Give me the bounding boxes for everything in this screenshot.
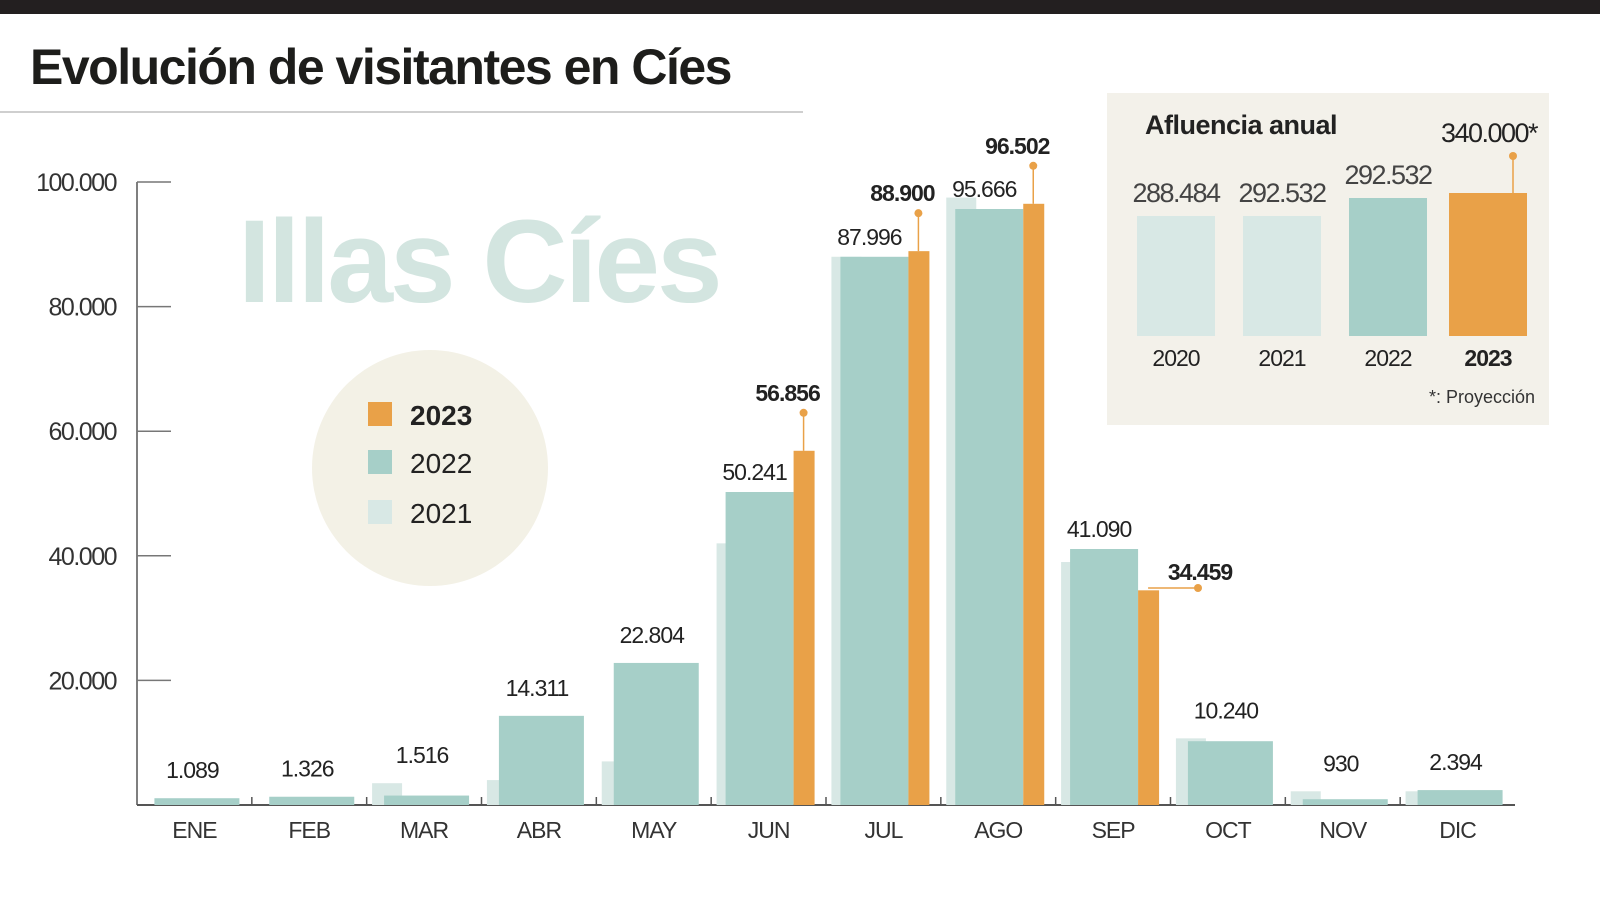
- data-label-2023: 96.502: [985, 133, 1050, 159]
- data-label-2022: 41.090: [1067, 516, 1132, 542]
- legend-swatch-2021: [368, 500, 392, 524]
- data-label-2022: 22.804: [620, 622, 686, 648]
- x-tick-label: ABR: [517, 817, 562, 843]
- data-label-2022: 87.996: [837, 224, 902, 250]
- x-tick-label: MAR: [400, 817, 449, 843]
- data-label-2022: 1.516: [396, 742, 449, 768]
- legend-label-2021: 2021: [410, 498, 472, 529]
- chart-title: Evolución de visitantes en Cíes: [30, 39, 732, 95]
- inset-value-label: 292.532: [1238, 178, 1326, 208]
- data-label-2022: 930: [1323, 750, 1359, 776]
- inset-x-label: 2023: [1464, 345, 1511, 371]
- legend-label-2022: 2022: [410, 448, 472, 479]
- bar-2022-MAY: [613, 662, 699, 805]
- bar-2022-JUL: [840, 256, 909, 805]
- bar-2022-ENE: [154, 798, 240, 805]
- x-tick-label: JUN: [748, 817, 790, 843]
- data-label-2023: 56.856: [755, 380, 820, 406]
- inset-bar-2020: [1137, 216, 1215, 336]
- data-label-2022: 50.241: [722, 459, 787, 485]
- bar-2022-MAR: [384, 795, 470, 805]
- y-tick-label: 80.000: [49, 294, 117, 322]
- inset-note: *: Proyección: [1429, 387, 1535, 407]
- bar-2022-SEP: [1070, 549, 1139, 805]
- bar-2022-JUN: [725, 491, 794, 805]
- inset-bar-2021: [1243, 216, 1321, 336]
- x-tick-label: JUL: [864, 817, 903, 843]
- bar-2023-AGO: [1023, 203, 1045, 805]
- bar-2023-SEP: [1138, 590, 1160, 805]
- inset-marker-dot: [1509, 152, 1517, 160]
- marker-dot: [914, 209, 923, 218]
- x-tick-label: ENE: [172, 817, 217, 843]
- y-tick-label: 60.000: [49, 418, 117, 446]
- data-label-2022: 95.666: [952, 176, 1017, 202]
- marker-dot: [799, 408, 808, 417]
- inset-title: Afluencia anual: [1145, 110, 1337, 140]
- marker-dot: [1194, 584, 1202, 592]
- title-rule: [0, 111, 803, 113]
- legend-label-2023: 2023: [410, 400, 472, 431]
- inset-x-label: 2020: [1152, 345, 1199, 371]
- bar-2022-NOV: [1302, 799, 1388, 805]
- y-tick-label: 100.000: [36, 169, 116, 197]
- x-tick-label: MAY: [631, 817, 677, 843]
- data-label-2022: 1.326: [281, 756, 334, 782]
- inset-bar-2022: [1349, 198, 1427, 336]
- inset-value-label: 292.532: [1344, 160, 1432, 190]
- data-label-2022: 2.394: [1429, 749, 1483, 775]
- x-tick-label: AGO: [974, 817, 1022, 843]
- inset-x-label: 2021: [1258, 345, 1305, 371]
- bar-2022-DIC: [1417, 790, 1503, 805]
- bar-2023-JUL: [908, 251, 930, 805]
- bar-2022-ABR: [498, 715, 584, 805]
- data-label-2022: 10.240: [1194, 697, 1259, 723]
- inset-x-label: 2022: [1364, 345, 1411, 371]
- legend-swatch-2023: [368, 402, 392, 426]
- data-label-2023: 34.459: [1168, 559, 1233, 585]
- x-tick-label: FEB: [288, 817, 330, 843]
- data-label-2023: 88.900: [870, 180, 935, 206]
- inset-value-label: 288.484: [1132, 178, 1221, 208]
- annual-inset: Afluencia anual 2020 288.484 2021 292.532 202…: [1107, 93, 1549, 425]
- marker-dot: [1029, 161, 1038, 170]
- bar-2022-FEB: [269, 796, 355, 805]
- inset-value-label: 340.000*: [1441, 118, 1539, 148]
- bar-2023-JUN: [793, 450, 815, 805]
- inset-bar-2023: [1449, 193, 1527, 336]
- x-tick-label: NOV: [1319, 817, 1368, 843]
- data-label-2022: 1.089: [166, 757, 219, 783]
- legend-swatch-2022: [368, 450, 392, 474]
- x-tick-label: SEP: [1092, 817, 1136, 843]
- x-tick-label: DIC: [1439, 817, 1476, 843]
- bar-2022-AGO: [955, 209, 1024, 805]
- data-label-2022: 14.311: [506, 675, 569, 701]
- bar-2022-OCT: [1187, 741, 1273, 805]
- y-tick-label: 40.000: [49, 543, 117, 571]
- y-tick-label: 20.000: [49, 667, 117, 695]
- watermark-text: Illas Cíes: [238, 196, 720, 328]
- top-bar: [0, 0, 1600, 14]
- x-tick-label: OCT: [1205, 817, 1252, 843]
